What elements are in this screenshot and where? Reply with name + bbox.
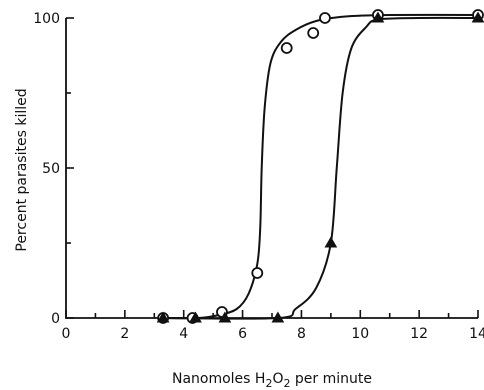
triangle-point [189,311,202,323]
circle-point [319,12,331,24]
circle-point [251,267,264,279]
ticks: 0 2 4 6 8 10 12 14 0 50 100 [33,11,484,342]
x-tick-label: 0 [62,326,71,342]
triangle-point [371,11,385,23]
data-points [156,9,484,324]
series-1-curve [163,13,479,320]
y-axis-label: Percent parasites killed [14,88,30,251]
series-2-curve [163,16,479,320]
x-tick-label: 4 [179,326,188,342]
axes [65,18,478,319]
x-tick-label: 6 [238,326,247,342]
circle-point [307,27,320,39]
x-axis-label: Nanomoles H2O2 per minute [172,371,372,390]
axis-lines [65,18,478,319]
triangle-point [218,311,232,323]
x-tick-label: 12 [410,326,428,342]
triangle-point [324,236,338,248]
triangle-point [271,311,285,323]
y-tick-label: 100 [33,11,60,27]
x-tick-label: 14 [469,326,484,342]
x-tick-label: 2 [120,326,129,342]
y-tick-label: 0 [51,311,60,327]
circle-point [280,42,293,54]
triangle-point [156,311,170,323]
triangle-point [471,11,484,23]
y-tick-label: 50 [42,161,60,177]
curves [163,13,479,320]
x-tick-label: 8 [297,326,306,342]
x-tick-label: 10 [351,326,369,342]
